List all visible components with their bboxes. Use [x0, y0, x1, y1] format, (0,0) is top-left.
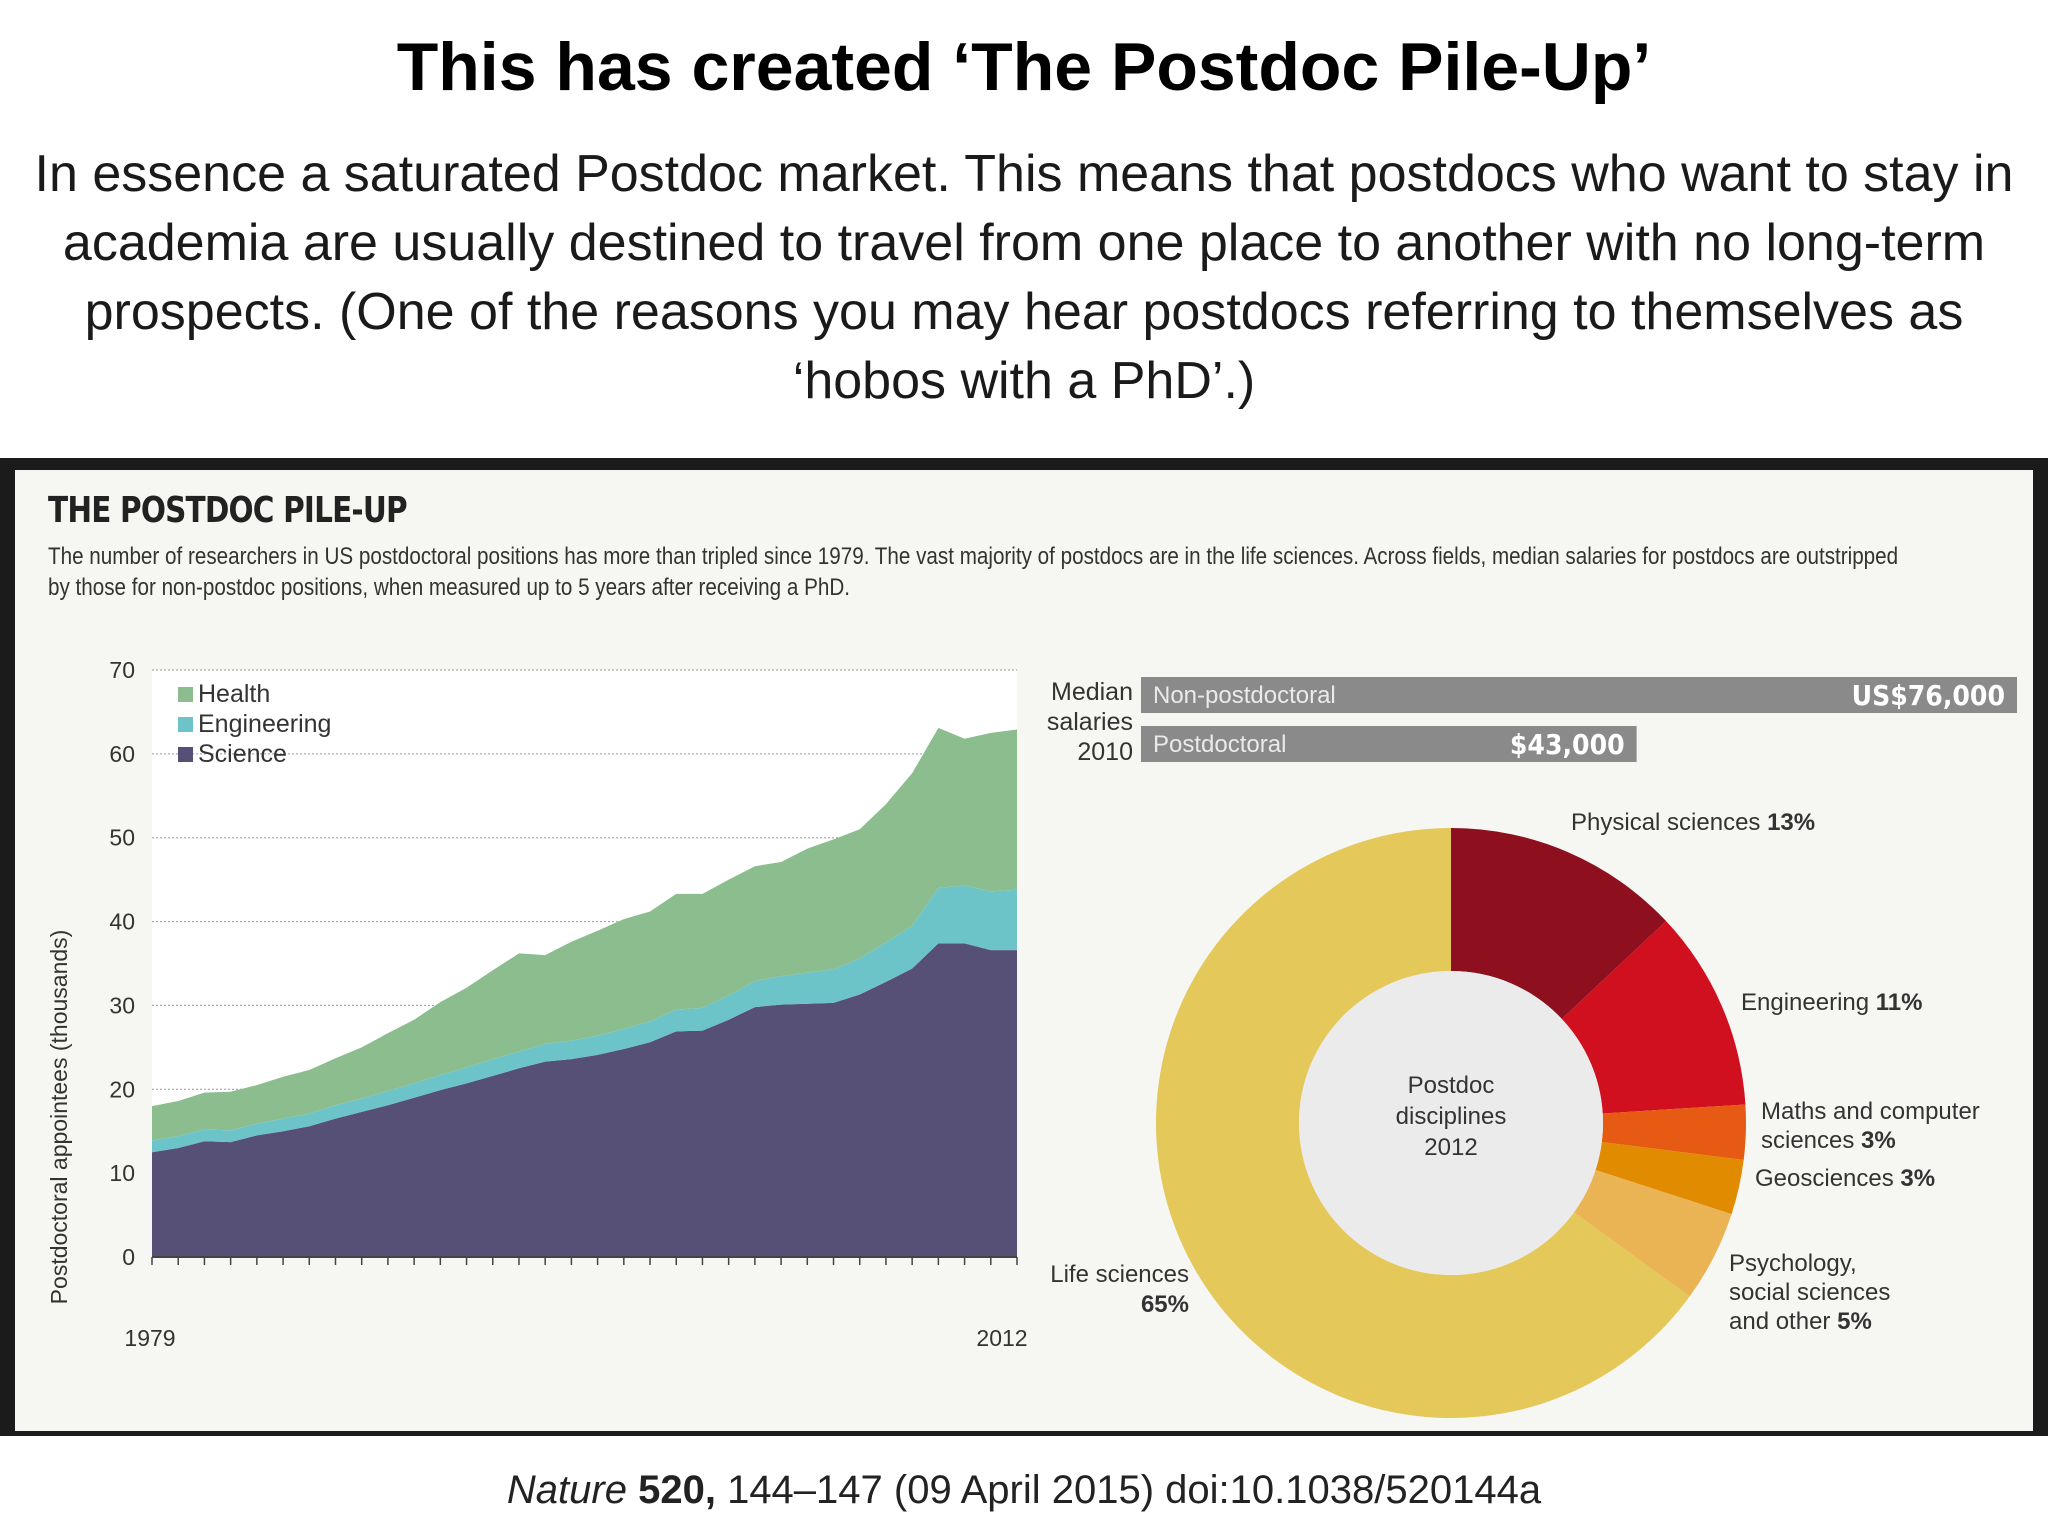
- y-tick-label: 40: [109, 909, 135, 935]
- salary-side-label: 2010: [1077, 738, 1133, 766]
- y-tick-label: 70: [109, 657, 135, 683]
- legend-swatch-health: [178, 687, 193, 702]
- legend-label-health: Health: [198, 680, 270, 708]
- salary-side-label: salaries: [1047, 708, 1133, 736]
- y-tick-label: 30: [109, 992, 135, 1018]
- donut-slice-label: Maths and computer sciences 3%: [1761, 1098, 1980, 1154]
- citation-journal: Nature: [506, 1468, 627, 1512]
- donut-center-label: Postdoc: [1408, 1072, 1495, 1099]
- donut-label-line: Engineering: [1741, 989, 1876, 1016]
- postdoc-disciplines-donut: Postdoc disciplines 2012 Physical sciences …: [1050, 809, 1980, 1418]
- donut-slice: [1561, 921, 1746, 1114]
- donut-label-pct: 11%: [1876, 989, 1923, 1016]
- area-health: [152, 727, 1017, 1141]
- donut-slice: [1573, 1169, 1732, 1297]
- axes: 0 10 20 30 40 50 60 70 1979 2012: [109, 657, 1027, 1351]
- donut-label-line: Psychology,: [1729, 1250, 1857, 1277]
- donut-slice-label: Psychology, social sciences and other 5%: [1729, 1250, 1890, 1335]
- donut-label-line: social sciences: [1729, 1279, 1890, 1306]
- y-axis-label: Postdoctoral appointees (thousands): [46, 930, 72, 1305]
- legend-label-science: Science: [198, 740, 287, 768]
- donut-label-pct: 5%: [1837, 1308, 1872, 1335]
- y-tick-label: 0: [122, 1244, 135, 1270]
- legend-swatch-engineering: [178, 717, 193, 732]
- x-tick-label-end: 2012: [976, 1325, 1027, 1351]
- slide-title: This has created ‘The Postdoc Pile-Up’: [396, 29, 1652, 105]
- salary-bar-value: US$76,000: [1852, 679, 2005, 712]
- infographic-description: The number of researchers in US postdoct…: [48, 543, 1899, 601]
- donut-label-line: Life sciences: [1050, 1261, 1189, 1288]
- donut-label-pct: 3%: [1861, 1127, 1896, 1154]
- donut-label-line: Maths and computer: [1761, 1098, 1980, 1125]
- donut-label-line: and other: [1729, 1308, 1837, 1335]
- legend-label-engineering: Engineering: [198, 710, 331, 738]
- salary-bar-label: Non-postdoctoral: [1153, 682, 1336, 709]
- salary-bar-value: $43,000: [1510, 728, 1625, 761]
- infographic-title: THE POSTDOC PILE-UP: [48, 490, 408, 531]
- donut-center: [1299, 971, 1603, 1275]
- y-tick-label: 20: [109, 1076, 135, 1102]
- donut-slice: [1451, 828, 1667, 1019]
- donut-center-label: disciplines: [1396, 1103, 1507, 1130]
- salary-side-label: Median: [1051, 678, 1133, 706]
- citation-volume: 520,: [638, 1468, 716, 1512]
- donut-label-line: Geosciences: [1755, 1165, 1900, 1192]
- donut-center-label: 2012: [1424, 1134, 1477, 1161]
- stacked-area-chart: 0 10 20 30 40 50 60 70 1979 2012 HealthEngineerin…: [46, 657, 1028, 1351]
- donut-slice-label: Geosciences 3%: [1755, 1165, 1935, 1192]
- salary-bar-non-postdoctoral: [1141, 677, 2017, 713]
- y-tick-label: 10: [109, 1160, 135, 1186]
- citation: Nature 520, 144–147 (09 April 2015) doi:…: [0, 1468, 2048, 1513]
- y-tick-label: 60: [109, 741, 135, 767]
- donut-slice-label: Engineering 11%: [1741, 989, 1922, 1016]
- x-tick-label-start: 1979: [124, 1325, 175, 1351]
- donut-label-pct: 13%: [1767, 809, 1815, 836]
- donut-label-pct: 3%: [1900, 1165, 1935, 1192]
- donut-label-line: Physical sciences: [1571, 809, 1767, 836]
- donut-slice: [1595, 1142, 1744, 1215]
- median-salary-bars: Non-postdoctoral US$76,000 Postdoctoral $43…: [1047, 677, 2017, 766]
- salary-bar-postdoctoral: [1141, 726, 1637, 762]
- donut-label-line: sciences: [1761, 1127, 1861, 1154]
- area-science: [152, 943, 1017, 1257]
- donut-slice: [1156, 828, 1690, 1418]
- slide-body-text: In essence a saturated Postdoc market. T…: [34, 145, 2014, 410]
- donut-label-pct: 65%: [1141, 1291, 1189, 1318]
- area-series: [152, 727, 1017, 1257]
- citation-details: 144–147 (09 April 2015) doi:10.1038/5201…: [715, 1468, 1542, 1512]
- salary-bar-label: Postdoctoral: [1153, 731, 1286, 758]
- donut-slice-label: Physical sciences 13%: [1571, 809, 1815, 836]
- donut-slice: [1601, 1104, 1747, 1160]
- area-engineering: [152, 885, 1017, 1153]
- y-tick-label: 50: [109, 825, 135, 851]
- donut-slice-label: Life sciences 65%: [1050, 1261, 1189, 1318]
- legend-swatch-science: [178, 747, 193, 762]
